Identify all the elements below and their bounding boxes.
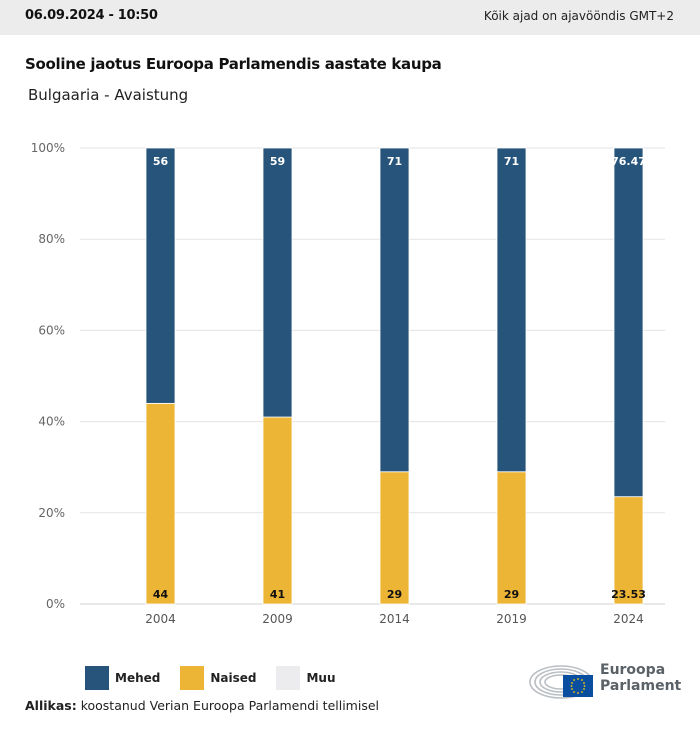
bar-mehed-2019[interactable]	[496, 147, 527, 473]
legend-item-muu[interactable]: Muu	[276, 666, 336, 690]
legend-swatch-muu	[276, 666, 301, 690]
source-note: Allikas: koostanud Verian Euroopa Parlam…	[25, 698, 379, 713]
legend-label: Mehed	[115, 671, 161, 685]
legend-item-naised[interactable]: Naised	[180, 666, 256, 690]
data-label-mehed: 76.47	[611, 155, 646, 168]
data-label-naised: 29	[387, 588, 402, 601]
bar-mehed-2024[interactable]	[613, 147, 644, 498]
legend-label: Muu	[306, 671, 336, 685]
x-tick-label: 2004	[145, 612, 176, 626]
data-label-mehed: 71	[504, 155, 519, 168]
source-label: Allikas:	[25, 698, 77, 713]
bar-naised-2019[interactable]	[496, 471, 527, 605]
y-tick-label: 100%	[31, 141, 65, 155]
legend-swatch-naised	[180, 666, 205, 690]
legend-label: Naised	[210, 671, 257, 685]
eu-flag-icon	[563, 675, 593, 697]
y-tick-label: 40%	[38, 415, 65, 429]
stacked-bar-chart: 0% 20% 40% 60% 80% 100% 56 44 2004 59 41 2009 71 29 20…	[31, 141, 665, 626]
bar-mehed-2004[interactable]	[145, 147, 176, 404]
y-tick-label: 0%	[46, 597, 65, 611]
y-tick-label: 20%	[38, 506, 65, 520]
x-tick-label: 2019	[496, 612, 527, 626]
y-tick-label: 80%	[38, 232, 65, 246]
data-label-mehed: 59	[270, 155, 285, 168]
bar-mehed-2014[interactable]	[379, 147, 410, 473]
source-text: koostanud Verian Euroopa Parlamendi tell…	[76, 698, 380, 713]
logo-line-1: Euroopa	[600, 662, 666, 678]
legend: Mehed Naised Muu	[85, 666, 356, 690]
timezone-note: Kõik ajad on ajavööndis GMT+2	[483, 9, 674, 23]
legend-item-mehed[interactable]: Mehed	[85, 666, 160, 690]
data-label-naised: 23.53	[611, 588, 646, 601]
data-label-mehed: 71	[387, 155, 402, 168]
x-tick-label: 2014	[379, 612, 410, 626]
logo-line-2: Parlament	[600, 678, 682, 694]
bar-naised-2004[interactable]	[145, 402, 176, 605]
x-tick-label: 2024	[613, 612, 644, 626]
chart-subtitle: Bulgaaria - Avaistung	[28, 86, 189, 104]
data-label-mehed: 56	[153, 155, 169, 168]
data-label-naised: 41	[270, 588, 285, 601]
x-tick-label: 2009	[262, 612, 293, 626]
top-bar: 06.09.2024 - 10:50 Kõik ajad on ajavöönd…	[0, 0, 700, 35]
bar-naised-2024[interactable]	[613, 496, 644, 605]
bar-naised-2014[interactable]	[379, 471, 410, 605]
bar-naised-2009[interactable]	[262, 416, 293, 605]
bar-mehed-2009[interactable]	[262, 147, 293, 418]
data-label-naised: 44	[153, 588, 169, 601]
timestamp: 06.09.2024 - 10:50	[25, 8, 158, 23]
european-parliament-logo: Euroopa Parlament	[528, 658, 688, 702]
chart-title: Sooline jaotus Euroopa Parlamendis aasta…	[25, 55, 442, 73]
parliament-hemicycle-icon	[529, 665, 593, 699]
data-label-naised: 29	[504, 588, 519, 601]
legend-swatch-mehed	[85, 666, 109, 690]
y-tick-label: 60%	[38, 323, 65, 337]
logo-text: Euroopa Parlament	[600, 662, 681, 694]
